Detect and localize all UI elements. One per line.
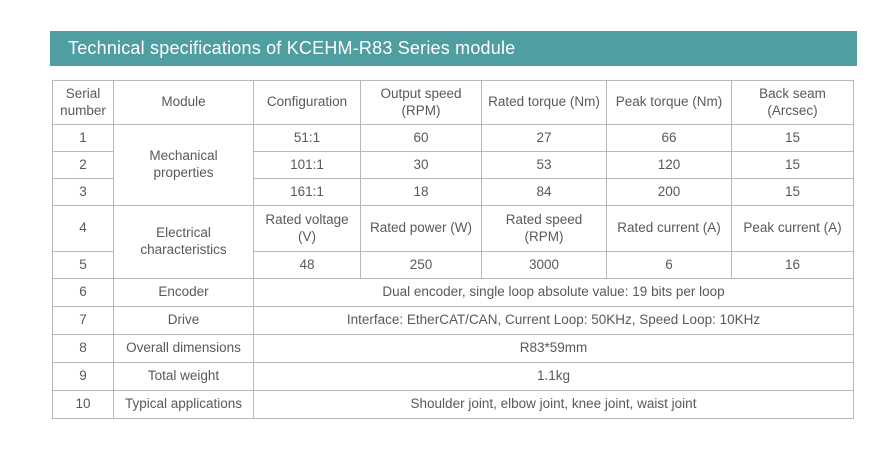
output-speed-cell: 30 [360,151,482,179]
serial-cell: 1 [52,124,114,152]
subheader-cell-rated-voltage: Rated voltage (V) [253,205,361,252]
peak-current-cell: 16 [731,251,854,279]
module-cell-mechanical-properties: Mechanical properties [113,124,254,206]
page-title: Technical specifications of KCEHM-R83 Se… [68,38,516,58]
serial-cell: 5 [52,251,114,279]
back-seam-cell: 15 [731,151,854,179]
peak-torque-cell: 66 [606,124,732,152]
serial-cell: 4 [52,205,114,252]
value-cell-typical-applications: Shoulder joint, elbow joint, knee joint,… [253,390,854,419]
value-cell-overall-dimensions: R83*59mm [253,334,854,363]
rated-torque-cell: 84 [481,178,607,206]
subheader-cell-peak-current: Peak current (A) [731,205,854,252]
rated-torque-cell: 53 [481,151,607,179]
peak-torque-cell: 200 [606,178,732,206]
serial-cell: 3 [52,178,114,206]
subheader-cell-rated-power: Rated power (W) [360,205,482,252]
subheader-cell-rated-current: Rated current (A) [606,205,732,252]
serial-cell: 2 [52,151,114,179]
table-row-encoder: 6 Encoder Dual encoder, single loop abso… [52,278,854,307]
rated-speed-cell: 3000 [481,251,607,279]
value-cell-total-weight: 1.1kg [253,362,854,391]
table-row-mechanical-3: 3 161:1 18 84 200 15 [52,178,854,206]
serial-cell: 6 [52,278,114,307]
table-row-typical-applications: 10 Typical applications Shoulder joint, … [52,390,854,419]
configuration-cell: 161:1 [253,178,361,206]
spec-table: Serial number Module Configuration Outpu… [52,80,854,419]
module-cell-total-weight: Total weight [113,362,254,391]
configuration-cell: 101:1 [253,151,361,179]
module-cell-drive: Drive [113,306,254,335]
back-seam-cell: 15 [731,178,854,206]
table-row-electrical-values: 5 48 250 3000 6 16 [52,251,854,279]
header-cell-module: Module [113,80,254,125]
table-header-row: Serial number Module Configuration Outpu… [52,80,854,125]
value-cell-encoder: Dual encoder, single loop absolute value… [253,278,854,307]
header-cell-configuration: Configuration [253,80,361,125]
rated-power-cell: 250 [360,251,482,279]
module-cell-typical-applications: Typical applications [113,390,254,419]
serial-cell: 10 [52,390,114,419]
table-row-mechanical-2: 2 101:1 30 53 120 15 [52,151,854,179]
table-row-drive: 7 Drive Interface: EtherCAT/CAN, Current… [52,306,854,335]
back-seam-cell: 15 [731,124,854,152]
output-speed-cell: 18 [360,178,482,206]
serial-cell: 8 [52,334,114,363]
value-cell-drive: Interface: EtherCAT/CAN, Current Loop: 5… [253,306,854,335]
serial-cell: 7 [52,306,114,335]
header-cell-back-seam: Back seam (Arcsec) [731,80,854,125]
header-cell-rated-torque: Rated torque (Nm) [481,80,607,125]
output-speed-cell: 60 [360,124,482,152]
module-cell-electrical-characteristics: Electrical characteristics [113,205,254,279]
table-row-electrical-header: 4 Electrical characteristics Rated volta… [52,205,854,279]
peak-torque-cell: 120 [606,151,732,179]
table-row-overall-dimensions: 8 Overall dimensions R83*59mm [52,334,854,363]
configuration-cell: 51:1 [253,124,361,152]
header-cell-output-speed: Output speed (RPM) [360,80,482,125]
serial-cell: 9 [52,362,114,391]
rated-torque-cell: 27 [481,124,607,152]
header-cell-peak-torque: Peak torque (Nm) [606,80,732,125]
title-bar: Technical specifications of KCEHM-R83 Se… [50,31,857,66]
rated-voltage-cell: 48 [253,251,361,279]
header-cell-serial-number: Serial number [52,80,114,125]
rated-current-cell: 6 [606,251,732,279]
subheader-cell-rated-speed: Rated speed (RPM) [481,205,607,252]
module-cell-encoder: Encoder [113,278,254,307]
table-row-total-weight: 9 Total weight 1.1kg [52,362,854,391]
module-cell-overall-dimensions: Overall dimensions [113,334,254,363]
table-row-mechanical-1: 1 Mechanical properties 51:1 60 27 66 15 [52,124,854,206]
